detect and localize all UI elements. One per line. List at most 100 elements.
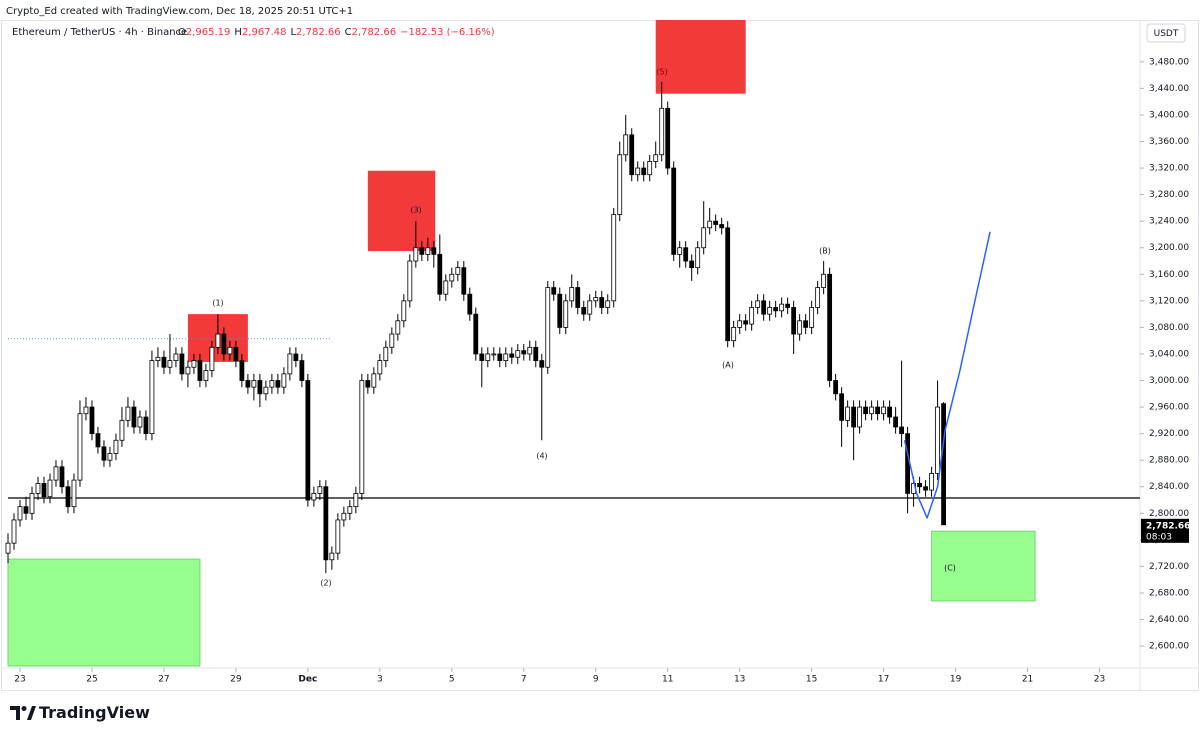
- candle-body: [527, 346, 533, 355]
- candle-body: [869, 406, 875, 415]
- candle-body: [821, 273, 827, 288]
- candle-body: [203, 370, 209, 381]
- wave-label: (C): [944, 564, 956, 573]
- y-tick-label: 3,000.00: [1149, 376, 1189, 386]
- candle-body: [923, 486, 928, 491]
- y-tick-label: 3,200.00: [1149, 243, 1189, 253]
- candle-body: [293, 353, 299, 361]
- candle-body: [767, 307, 773, 315]
- candle-body: [641, 167, 647, 176]
- ohlc-legend: O2,965.19 H2,967.48 L2,782.66 C2,782.66 −182…: [178, 27, 495, 38]
- candle-body: [431, 247, 437, 255]
- candle-body: [851, 406, 857, 428]
- candle-body: [335, 519, 341, 554]
- candle-body: [47, 479, 53, 498]
- candle-body: [11, 519, 17, 544]
- candle-body: [125, 406, 131, 421]
- candle-body: [299, 360, 305, 381]
- candle-body: [131, 406, 137, 428]
- candle-body: [149, 360, 155, 435]
- candle-body: [593, 297, 599, 302]
- candle-body: [827, 273, 833, 381]
- candle-body: [197, 360, 203, 381]
- candle-body: [839, 393, 845, 421]
- candle-body: [179, 353, 185, 375]
- candle-body: [935, 406, 940, 474]
- candle-body: [119, 419, 125, 441]
- candle-body: [353, 492, 359, 508]
- x-tick-label: 9: [593, 675, 599, 685]
- candle-body: [23, 506, 29, 514]
- credit: Crypto_Ed created with TradingView.com, …: [6, 6, 353, 17]
- candle-body: [245, 380, 251, 388]
- candle-body: [587, 300, 593, 315]
- candle-body: [857, 406, 863, 428]
- candle-body: [173, 353, 179, 361]
- chart-title: Ethereum / TetherUS · 4h · Binance: [12, 27, 187, 38]
- candle-body: [479, 353, 485, 361]
- candle-body: [761, 300, 767, 315]
- candle-body: [683, 247, 689, 262]
- x-tick-label: Dec: [298, 675, 317, 685]
- legend-value: 2,967.48: [242, 27, 287, 38]
- candle-body: [257, 380, 263, 395]
- candle-body: [491, 353, 497, 356]
- y-tick-label: 3,240.00: [1149, 217, 1189, 227]
- candle-body: [53, 466, 59, 481]
- candle-body: [407, 260, 413, 302]
- chart-frame: [1, 20, 1199, 691]
- candle-body: [419, 247, 425, 255]
- zone: [931, 530, 1036, 602]
- legend-value: C: [345, 27, 352, 38]
- candle-body: [725, 227, 731, 342]
- y-tick-label: 3,320.00: [1149, 164, 1189, 174]
- legend-value: −182.53 (−6.16%): [400, 27, 495, 38]
- candle-body: [59, 466, 65, 488]
- y-tick-label: 3,040.00: [1149, 349, 1189, 359]
- candle-body: [899, 426, 905, 435]
- wave-label: (B): [819, 247, 831, 256]
- legend-value: 2,782.66: [352, 27, 397, 38]
- candle-body: [89, 406, 95, 435]
- candle-body: [455, 267, 461, 275]
- candle-body: [773, 307, 779, 312]
- candle-body: [317, 486, 323, 494]
- x-tick-label: 27: [158, 675, 169, 685]
- candle-body: [695, 247, 701, 269]
- legend-value: L: [290, 27, 296, 38]
- y-tick-label: 3,360.00: [1149, 137, 1189, 147]
- candle-body: [107, 453, 113, 461]
- candle-body: [287, 353, 293, 375]
- brand: TradingView: [39, 703, 150, 722]
- y-tick-label: 3,160.00: [1149, 270, 1189, 280]
- candle-body: [611, 214, 617, 302]
- y-tick-label: 3,440.00: [1149, 84, 1189, 94]
- candle-body: [329, 552, 335, 561]
- candle-body: [629, 134, 635, 176]
- legend-value: 2,782.66: [296, 27, 341, 38]
- candle-body: [251, 380, 257, 388]
- candle-body: [389, 333, 395, 348]
- candle-body: [215, 333, 221, 348]
- last-price: 2,782.66: [1146, 521, 1190, 531]
- candle-body: [665, 107, 671, 169]
- candle-body: [623, 134, 629, 156]
- logo-dot: [21, 706, 27, 711]
- candle-body: [635, 167, 641, 176]
- candle-body: [341, 512, 347, 521]
- candle-body: [653, 154, 659, 162]
- currency-box: [1146, 23, 1186, 43]
- y-tick-label: 3,120.00: [1149, 296, 1189, 306]
- candle-body: [113, 439, 119, 454]
- candle-body: [881, 406, 887, 415]
- candle-body: [395, 320, 401, 335]
- candle-body: [719, 224, 725, 229]
- candle-body: [569, 287, 575, 302]
- candle-body: [599, 297, 605, 308]
- candle-body: [275, 380, 281, 388]
- candle-body: [227, 346, 233, 355]
- candle-body: [659, 107, 665, 156]
- x-tick-label: 19: [950, 675, 962, 685]
- logo-mark: [10, 706, 20, 720]
